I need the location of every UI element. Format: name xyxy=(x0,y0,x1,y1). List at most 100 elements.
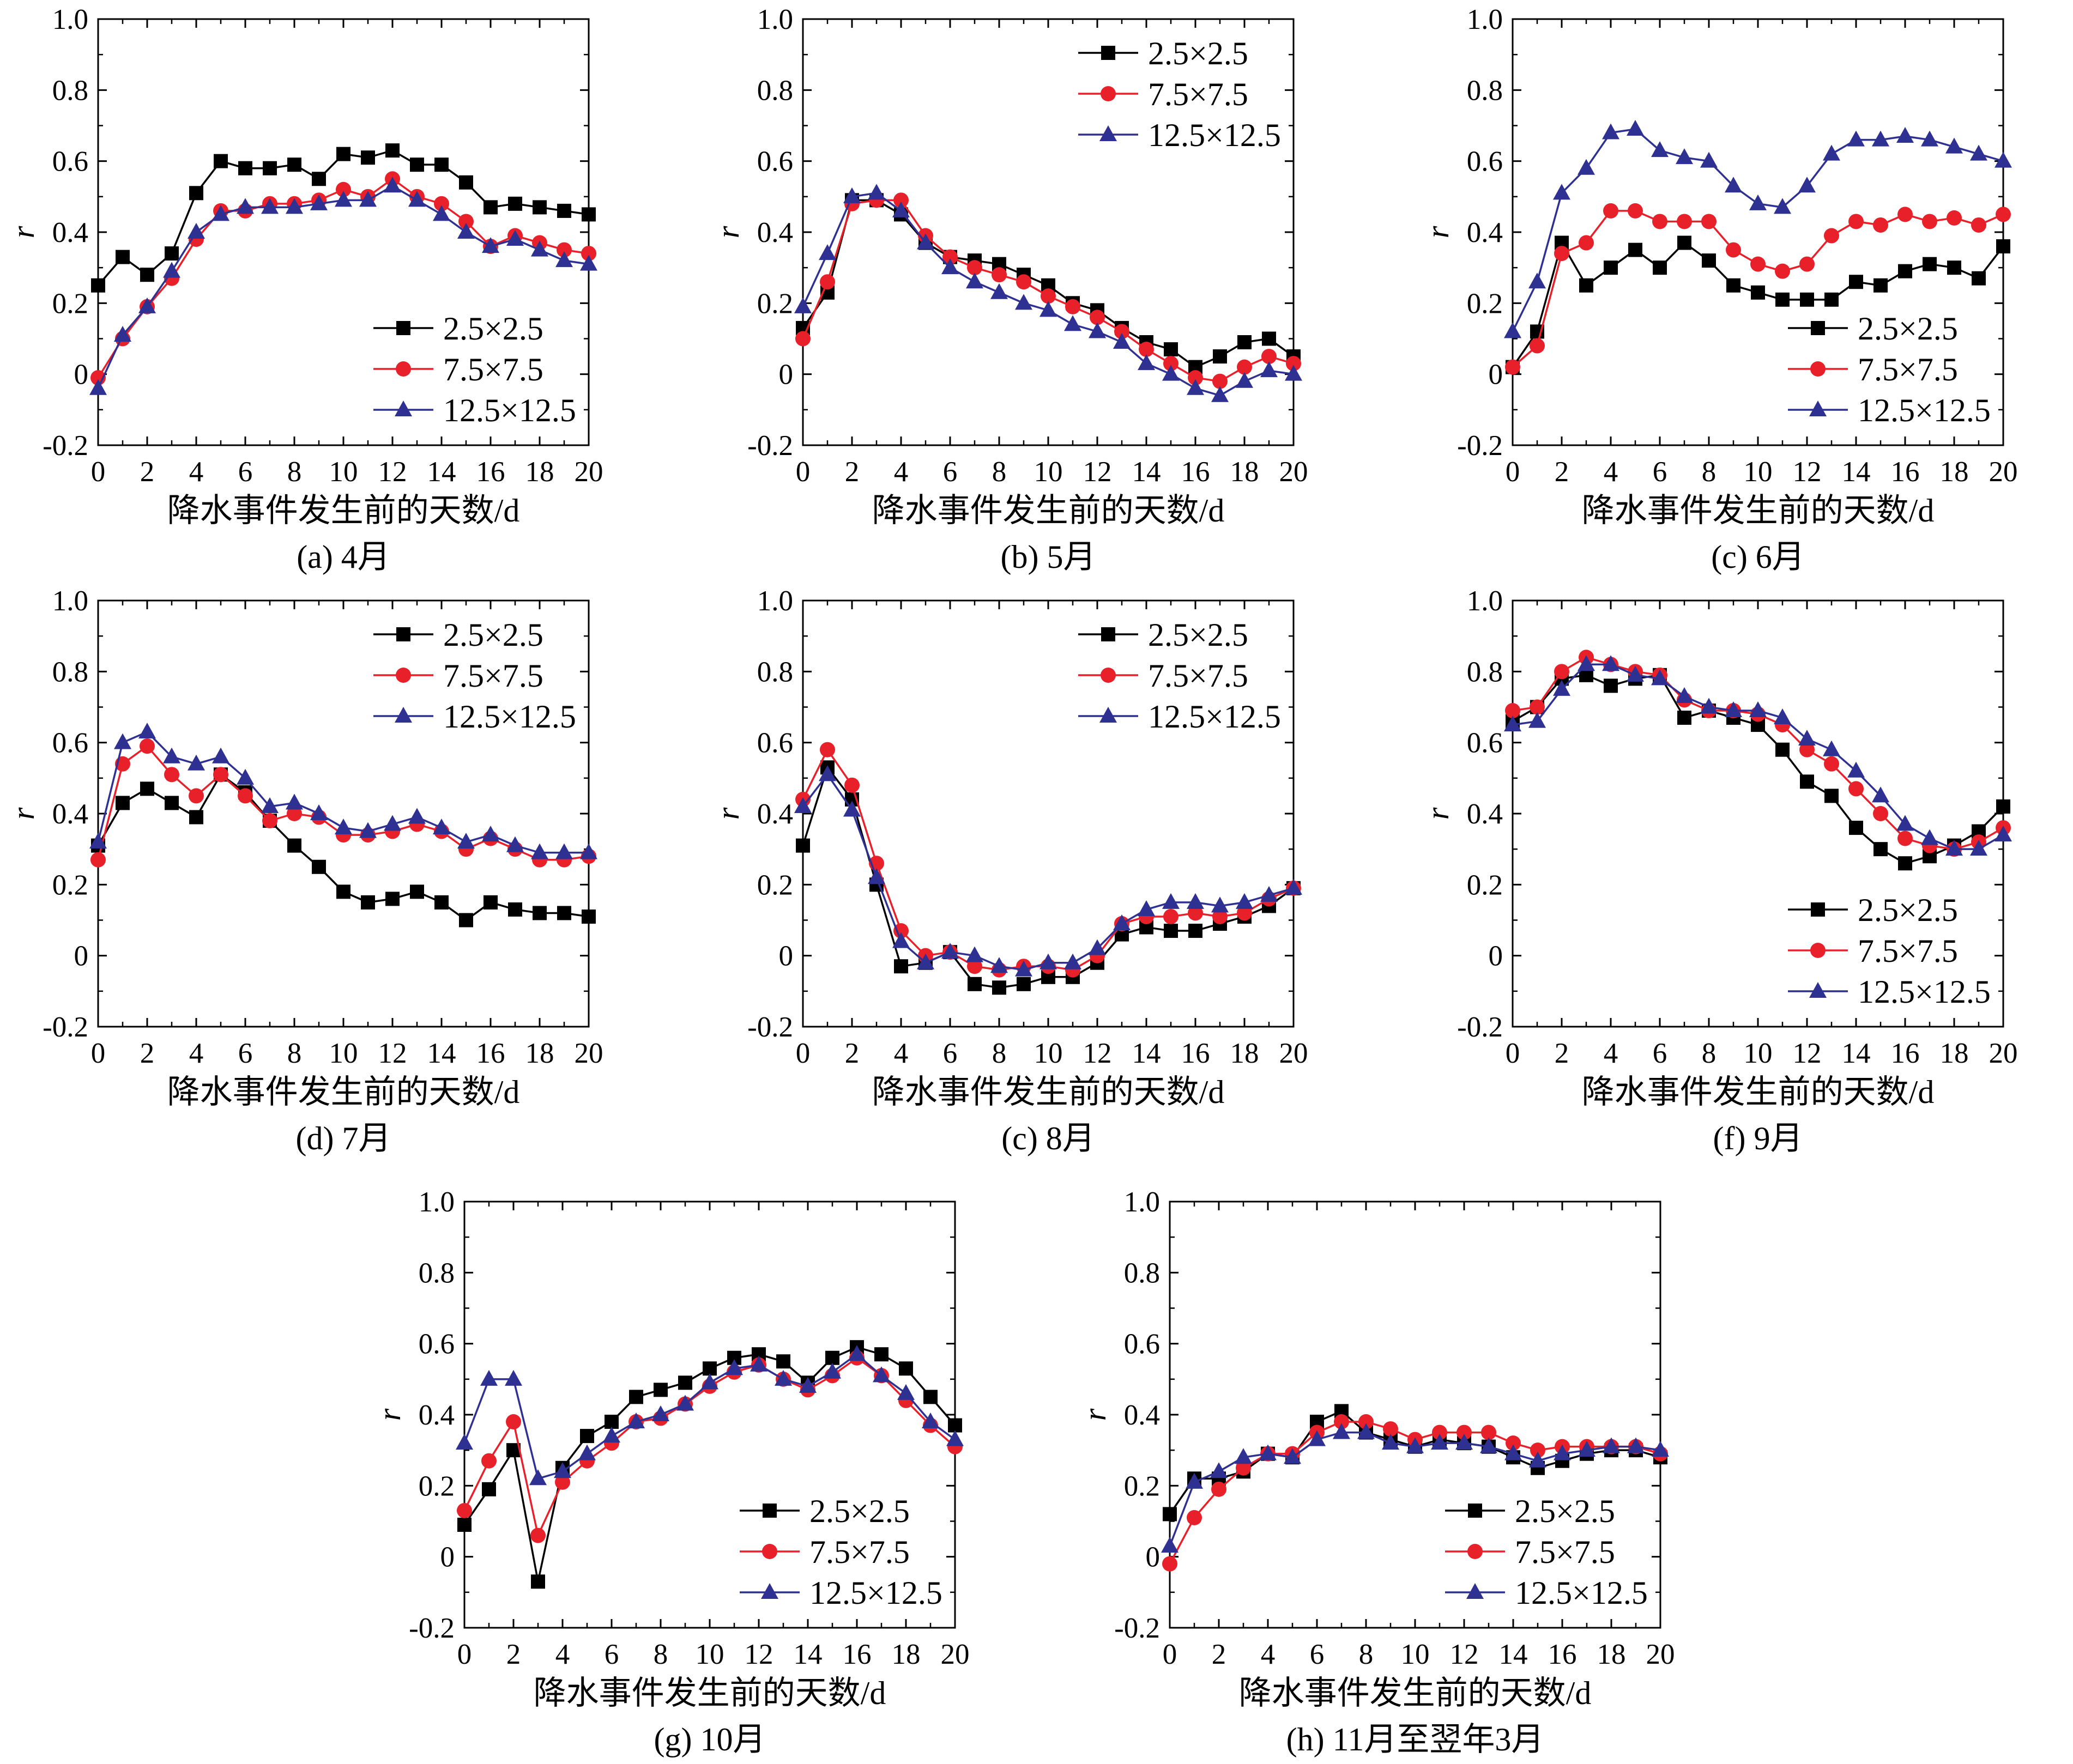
data-point-2 xyxy=(237,768,254,785)
data-point-2 xyxy=(1138,354,1155,371)
data-point-2 xyxy=(1627,120,1644,136)
data-point-1 xyxy=(893,192,909,208)
data-point-2 xyxy=(917,233,934,250)
legend-label: 12.5×12.5 xyxy=(1148,699,1281,735)
data-point-0 xyxy=(484,895,498,910)
data-point-2 xyxy=(1578,1441,1595,1457)
data-point-0 xyxy=(1972,271,1986,286)
x-tick-label: 10 xyxy=(1034,456,1063,488)
x-tick-label: 8 xyxy=(654,1639,668,1670)
data-point-2 xyxy=(1064,315,1081,331)
y-tick-label: 0.8 xyxy=(52,75,88,106)
panel-caption: (h) 11月至翌年3月 xyxy=(1286,1721,1544,1757)
data-point-2 xyxy=(555,843,573,859)
y-tick-label: -0.2 xyxy=(1114,1613,1160,1644)
legend-label: 2.5×2.5 xyxy=(443,617,543,653)
data-point-2 xyxy=(1308,1430,1326,1446)
data-point-0 xyxy=(238,161,252,175)
data-point-2 xyxy=(212,747,229,763)
data-point-2 xyxy=(1774,198,1791,214)
data-point-1 xyxy=(1481,1424,1496,1440)
data-point-2 xyxy=(1749,701,1767,718)
y-axis-label: r xyxy=(1077,1408,1113,1421)
legend-marker xyxy=(1099,707,1117,723)
data-point-0 xyxy=(1923,257,1937,271)
data-point-0 xyxy=(459,913,473,928)
y-tick-label: 0.2 xyxy=(52,288,88,319)
data-point-0 xyxy=(140,781,154,796)
x-tick-label: 12 xyxy=(1793,456,1822,488)
data-point-2 xyxy=(1259,1444,1277,1460)
y-tick-label: 0.6 xyxy=(1124,1329,1160,1360)
data-point-2 xyxy=(1138,900,1155,916)
data-point-2 xyxy=(580,254,597,271)
data-point-2 xyxy=(1970,144,1987,161)
data-point-0 xyxy=(629,1390,643,1404)
y-tick-label: 0.2 xyxy=(1467,288,1503,319)
data-point-0 xyxy=(410,157,424,172)
data-point-2 xyxy=(1921,130,1938,147)
y-tick-label: -0.2 xyxy=(43,1011,88,1043)
chart-panel-6: -0.200.20.40.60.81.00 2 4 6 8 10 12 14 16 18 20降水事… xyxy=(372,1186,970,1757)
y-tick-label: 0 xyxy=(74,359,89,391)
x-tick-label: 20 xyxy=(1989,456,2018,488)
x-tick-label: 4 xyxy=(1261,1639,1276,1670)
data-point-2 xyxy=(1700,698,1718,714)
data-point-1 xyxy=(1677,214,1692,229)
data-point-0 xyxy=(1677,711,1691,725)
data-point-0 xyxy=(582,909,596,924)
y-tick-label: 0.2 xyxy=(1124,1470,1160,1502)
data-point-0 xyxy=(1947,260,1961,275)
data-point-2 xyxy=(138,297,156,313)
data-point-2 xyxy=(163,747,180,763)
data-point-0 xyxy=(336,884,350,899)
legend-label: 7.5×7.5 xyxy=(443,351,543,387)
x-tick-label: 0 xyxy=(1506,456,1520,488)
y-tick-label: 1.0 xyxy=(757,585,793,617)
data-point-1 xyxy=(557,242,572,258)
data-point-1 xyxy=(1603,203,1618,219)
legend-marker xyxy=(1101,668,1116,683)
data-point-2 xyxy=(212,205,229,221)
data-point-1 xyxy=(1506,1435,1521,1451)
data-point-0 xyxy=(1653,260,1667,275)
data-point-0 xyxy=(263,161,277,175)
data-point-2 xyxy=(506,230,524,246)
data-point-0 xyxy=(1213,349,1227,364)
data-point-2 xyxy=(1823,144,1840,161)
data-point-1 xyxy=(1139,342,1154,357)
data-point-2 xyxy=(1749,194,1767,210)
data-point-0 xyxy=(434,895,449,910)
data-point-1 xyxy=(1554,664,1569,680)
data-point-0 xyxy=(508,902,522,917)
data-point-2 xyxy=(1970,840,1987,856)
x-tick-label: 14 xyxy=(1132,1038,1161,1069)
x-tick-label: 10 xyxy=(329,1038,358,1069)
data-point-0 xyxy=(1677,235,1691,250)
data-point-1 xyxy=(1726,242,1741,258)
x-tick-label: 4 xyxy=(894,456,909,488)
data-point-0 xyxy=(1996,799,2010,814)
data-point-2 xyxy=(1652,1441,1669,1457)
y-axis-label: r xyxy=(710,226,746,238)
x-tick-label: 10 xyxy=(1034,1038,1063,1069)
data-point-2 xyxy=(1480,1437,1497,1453)
data-point-0 xyxy=(140,268,154,282)
data-point-2 xyxy=(1945,137,1963,154)
y-tick-label: 0.6 xyxy=(1467,146,1503,178)
data-point-0 xyxy=(1579,278,1593,293)
data-point-2 xyxy=(1285,365,1302,381)
data-point-2 xyxy=(359,191,377,207)
data-point-2 xyxy=(261,797,279,813)
data-point-0 xyxy=(189,810,203,825)
y-tick-label: 0.6 xyxy=(1467,728,1503,759)
data-point-2 xyxy=(1236,893,1253,909)
data-point-2 xyxy=(89,833,107,849)
data-point-1 xyxy=(1016,274,1031,290)
data-point-1 xyxy=(1236,1460,1251,1476)
data-point-2 xyxy=(1725,177,1742,193)
data-point-0 xyxy=(894,959,908,974)
x-tick-label: 20 xyxy=(575,1038,603,1069)
data-point-2 xyxy=(1700,151,1718,168)
data-point-0 xyxy=(968,977,982,991)
